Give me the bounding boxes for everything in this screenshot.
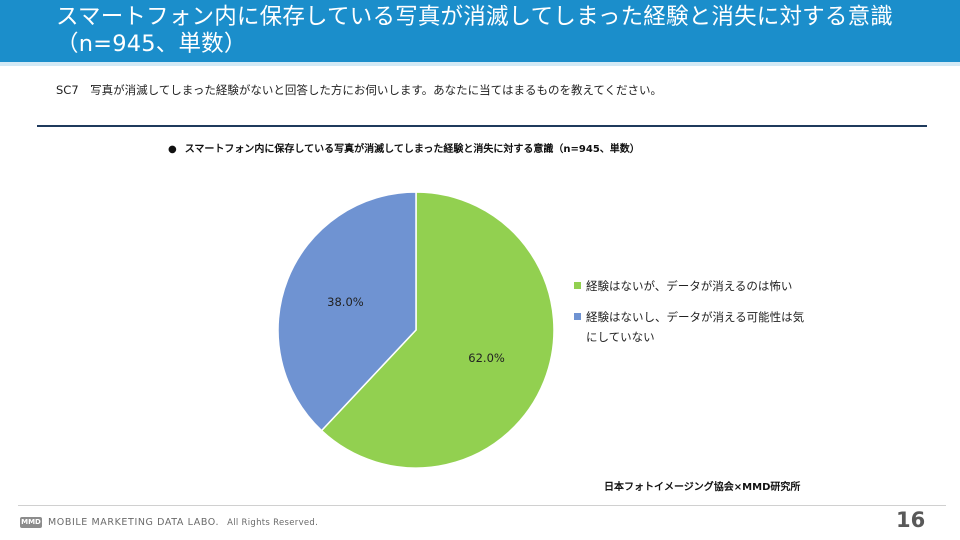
source-credit: 日本フォトイメージング協会×MMD研究所	[604, 482, 801, 493]
legend-item: 経験はないし、データが消える可能性は気にしていない	[574, 307, 814, 347]
page-number: 16	[896, 508, 926, 532]
footer-rights: All Rights Reserved.	[227, 517, 319, 528]
survey-question: SC7 写真が消滅してしまった経験がないと回答した方にお伺いします。あなたに当て…	[56, 83, 663, 97]
pie-slice	[277, 191, 417, 432]
footer-brand: MOBILE MARKETING DATA LABO.	[48, 517, 220, 528]
legend-swatch-blue	[574, 313, 581, 320]
title-band: スマートフォン内に保存している写真が消滅してしまった経験と消失に対する意識（n=…	[0, 0, 960, 62]
chart-title: スマートフォン内に保存している写真が消滅してしまった経験と消失に対する意識（n=…	[184, 144, 640, 155]
chart-heading: ● スマートフォン内に保存している写真が消滅してしまった経験と消失に対する意識（n…	[168, 140, 640, 155]
legend-swatch-green	[574, 282, 581, 289]
title-underline	[0, 62, 960, 66]
pie-slice	[320, 191, 555, 469]
legend-label: 経験はないし、データが消える可能性は気にしていない	[586, 310, 805, 344]
legend: 経験はないが、データが消えるのは怖い 経験はないし、データが消える可能性は気にし…	[574, 276, 814, 358]
footer-logo: MMD MOBILE MARKETING DATA LABO. All Righ…	[20, 517, 318, 528]
pie-data-label: 38.0%	[327, 295, 364, 309]
pie-data-label: 62.0%	[468, 351, 505, 365]
divider	[37, 125, 927, 127]
mmd-logo-icon: MMD	[20, 517, 42, 528]
bullet-icon: ●	[168, 144, 177, 155]
footer-divider	[18, 505, 946, 506]
legend-label: 経験はないが、データが消えるのは怖い	[586, 279, 793, 293]
page-title: スマートフォン内に保存している写真が消滅してしまった経験と消失に対する意識（n=…	[56, 4, 893, 57]
legend-item: 経験はないが、データが消えるのは怖い	[574, 276, 814, 296]
